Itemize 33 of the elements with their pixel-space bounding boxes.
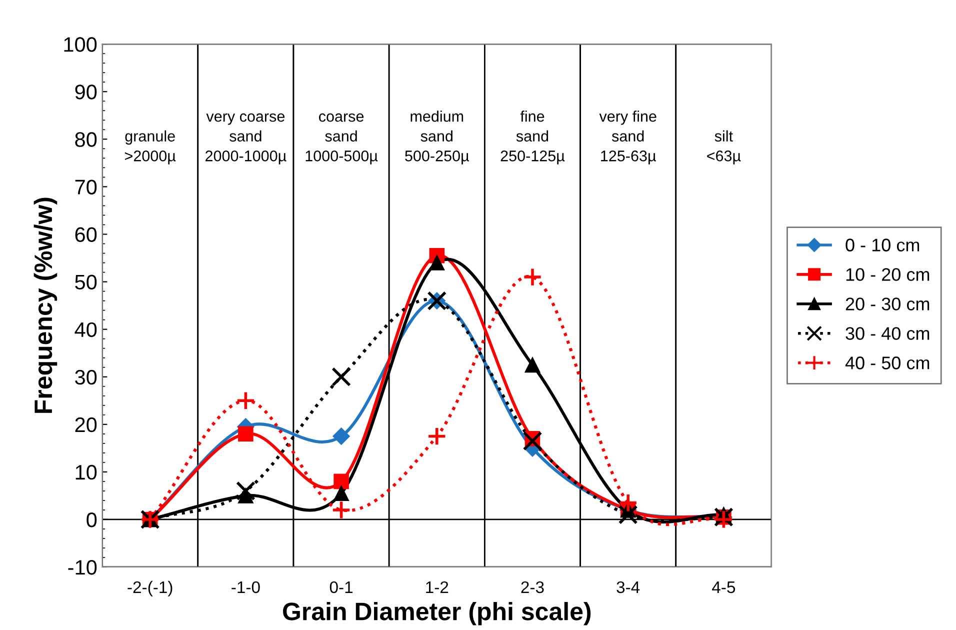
y-tick-label: 40 (74, 322, 97, 338)
y-tick-label: 80 (75, 132, 97, 147)
legend-label: 20 - 30 cm (846, 298, 930, 310)
y-tick-label: 70 (75, 180, 97, 194)
legend-label: 0 - 10 cm (846, 238, 920, 252)
x-tick-label: 2-3 (521, 581, 544, 594)
y-tick-label: 100 (64, 37, 97, 52)
y-tick-label: 10 (76, 464, 97, 480)
y-tick-label: 50 (75, 274, 97, 290)
band-label: fine sand 250-125µ (500, 110, 565, 164)
y-tick-label: -10 (68, 560, 97, 575)
legend-label: 10 - 20 cm (846, 268, 930, 281)
band-label: medium sand 500-250µ (405, 110, 469, 164)
band-label: granule >2000µ (124, 130, 176, 164)
x-tick-label: 1-2 (426, 581, 448, 593)
x-tick-label: 3-4 (616, 581, 640, 594)
x-axis-title: Grain Diameter (phi scale) (283, 602, 591, 626)
y-tick-label: 30 (75, 370, 97, 385)
y-tick-label: 60 (75, 227, 97, 242)
x-tick-label: -2-(-1) (128, 580, 172, 596)
legend-label: 40 - 50 cm (845, 356, 930, 370)
band-label: very fine sand 125-63µ (599, 110, 656, 164)
y-tick-label: 20 (75, 417, 97, 432)
x-tick-label: 0-1 (330, 581, 353, 594)
y-axis-title: Frequency (%w/w) (34, 198, 58, 413)
band-label: very coarse sand 2000-1000µ (206, 113, 286, 164)
band-label: silt <63µ (707, 130, 741, 164)
x-tick-label: 4-5 (712, 582, 736, 594)
legend-label: 30 - 40 cm (846, 327, 930, 340)
y-tick-label: 0 (86, 512, 97, 528)
y-tick-label: 90 (75, 84, 97, 100)
band-label: coarse sand 1000-500µ (306, 113, 378, 164)
x-tick-label: -1-0 (232, 581, 260, 594)
